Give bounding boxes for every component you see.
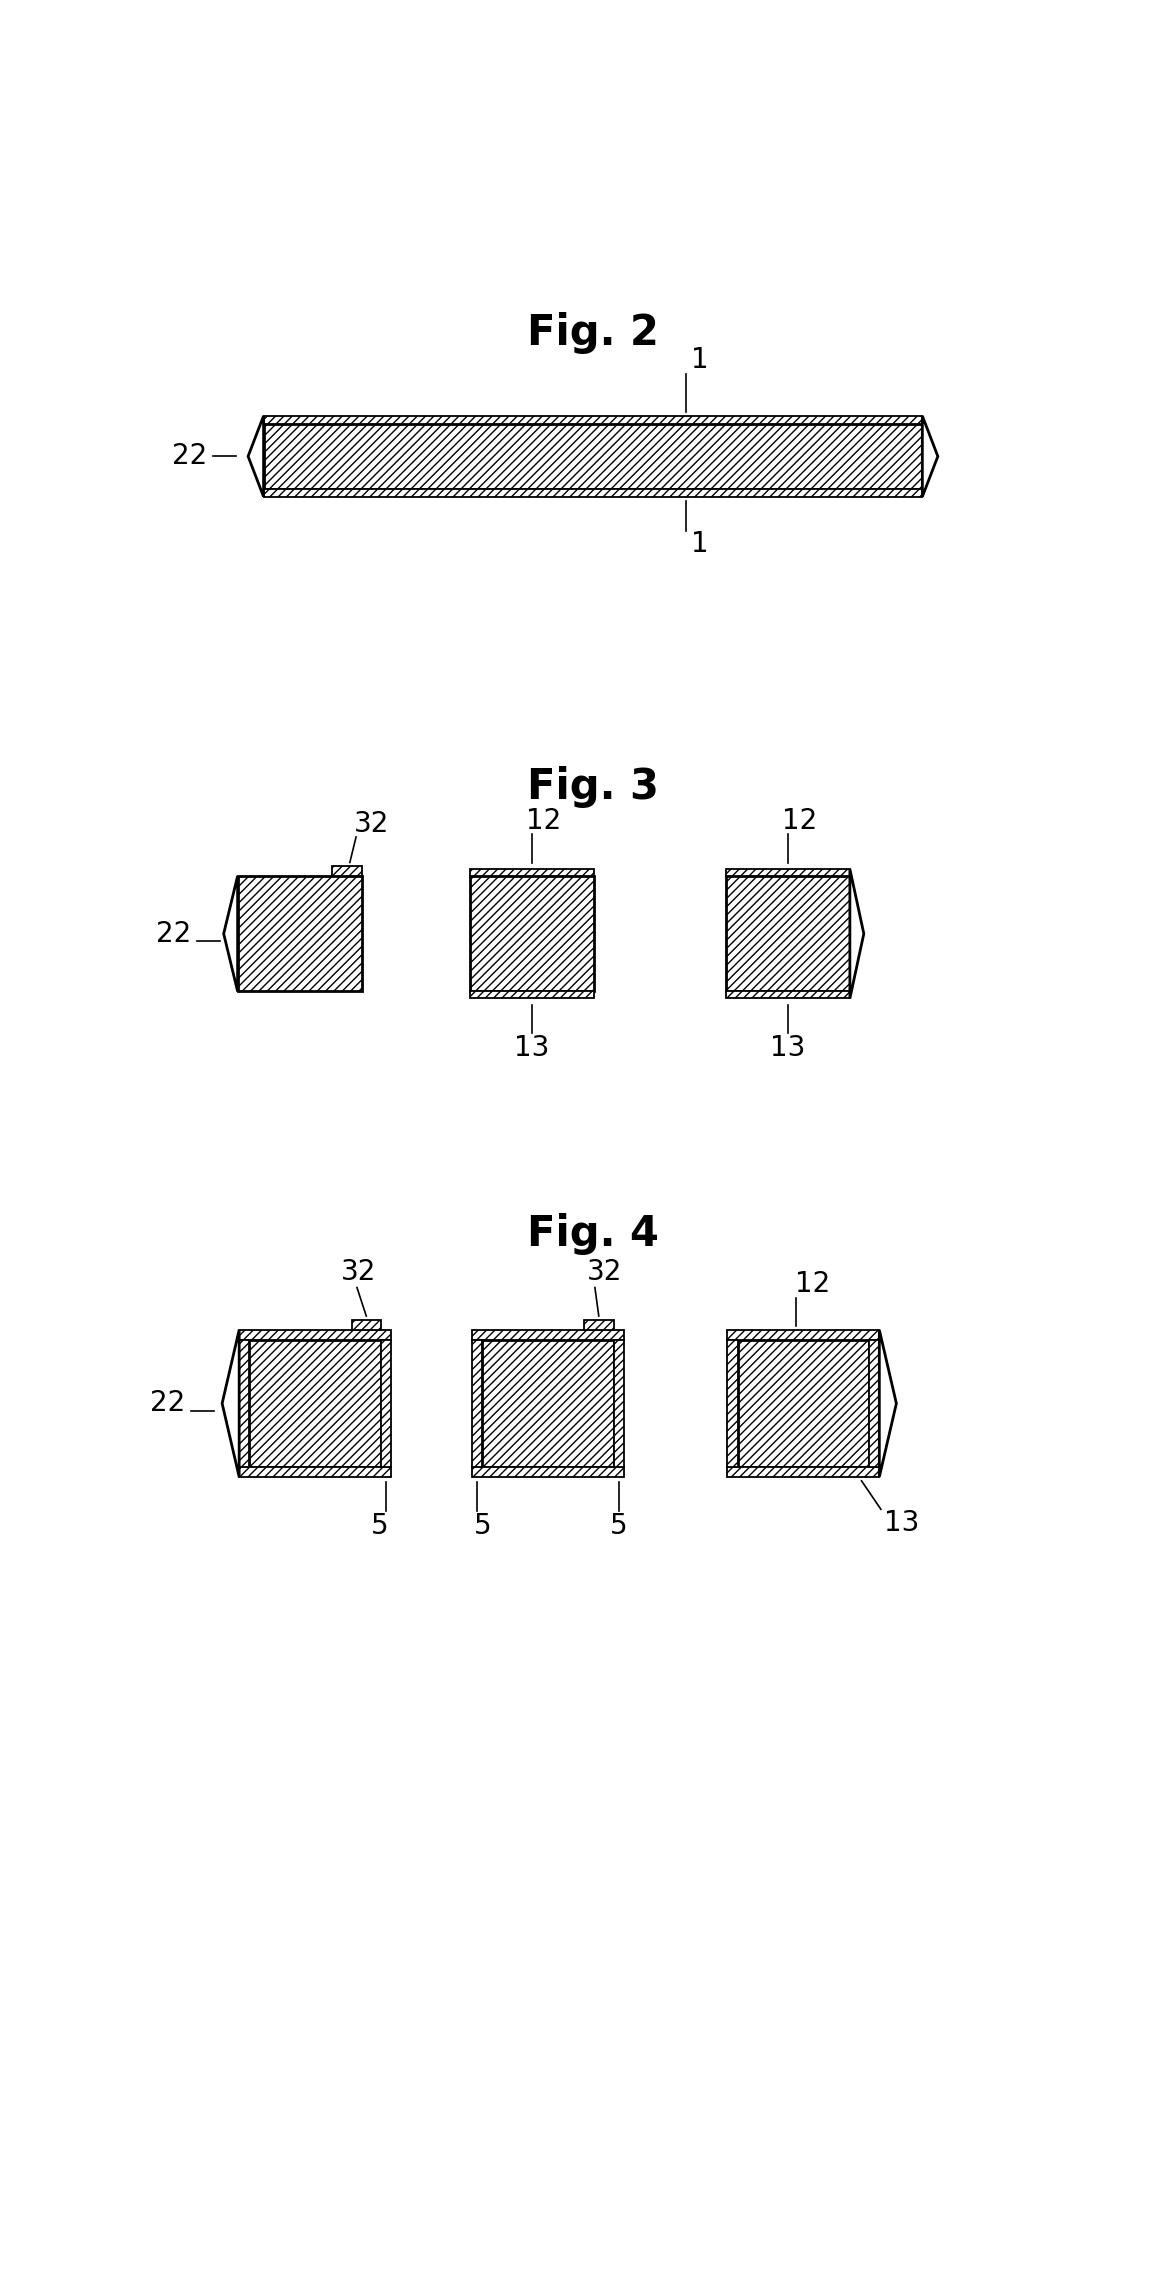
Text: 1: 1 <box>691 531 709 558</box>
Polygon shape <box>248 415 264 497</box>
Bar <box>470 876 595 992</box>
Bar <box>381 1341 391 1468</box>
Bar <box>470 992 595 998</box>
Polygon shape <box>922 415 938 497</box>
Bar <box>472 1330 624 1341</box>
Text: 1: 1 <box>691 347 709 374</box>
Bar <box>352 1321 381 1330</box>
Bar <box>239 1341 249 1468</box>
Text: Fig. 3: Fig. 3 <box>526 767 659 808</box>
Bar <box>584 1321 613 1330</box>
Polygon shape <box>223 876 237 992</box>
Text: 12: 12 <box>782 808 817 835</box>
Text: 32: 32 <box>588 1257 622 1287</box>
Text: 22: 22 <box>172 442 207 470</box>
Bar <box>728 1468 879 1477</box>
Text: 32: 32 <box>354 810 389 837</box>
Bar <box>725 876 850 992</box>
Text: 22: 22 <box>156 919 191 948</box>
Bar <box>613 1341 624 1468</box>
Bar <box>237 876 362 992</box>
Bar <box>725 992 850 998</box>
Bar <box>239 1330 391 1341</box>
Text: 22: 22 <box>150 1389 185 1418</box>
Bar <box>472 1341 481 1468</box>
Bar <box>481 1341 613 1468</box>
Text: 5: 5 <box>371 1511 389 1541</box>
Bar <box>728 1341 737 1468</box>
Text: 13: 13 <box>884 1509 920 1536</box>
Polygon shape <box>222 1330 239 1477</box>
Bar <box>264 424 922 490</box>
Text: 32: 32 <box>341 1257 376 1287</box>
Text: 12: 12 <box>795 1271 831 1298</box>
Polygon shape <box>850 869 864 998</box>
Bar <box>332 867 362 876</box>
Text: 5: 5 <box>474 1511 492 1541</box>
Text: 12: 12 <box>526 808 561 835</box>
Bar <box>472 1468 624 1477</box>
Bar <box>264 490 922 497</box>
Bar <box>869 1341 879 1468</box>
Text: 13: 13 <box>771 1035 805 1062</box>
Bar <box>239 1468 391 1477</box>
Text: Fig. 2: Fig. 2 <box>528 313 658 354</box>
Polygon shape <box>879 1330 897 1477</box>
Bar <box>737 1341 869 1468</box>
Bar <box>728 1330 879 1341</box>
Text: 13: 13 <box>515 1035 550 1062</box>
Text: 5: 5 <box>610 1511 627 1541</box>
Bar <box>249 1341 381 1468</box>
Text: Fig. 4: Fig. 4 <box>528 1214 658 1255</box>
Bar <box>470 869 595 876</box>
Bar <box>264 415 922 424</box>
Bar <box>725 869 850 876</box>
